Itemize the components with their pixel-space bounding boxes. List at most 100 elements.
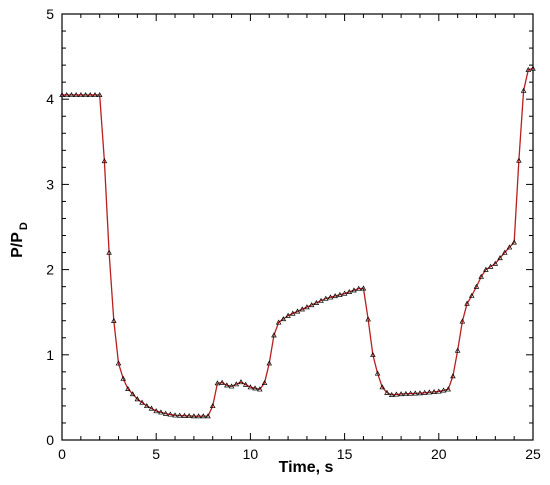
- data-point-marker: [398, 391, 404, 397]
- y-tick-label: 4: [46, 91, 54, 107]
- data-point-marker: [445, 386, 452, 392]
- series-layer: [59, 65, 536, 419]
- data-point-marker: [388, 391, 395, 397]
- data-point-marker: [516, 157, 522, 163]
- data-point-marker: [407, 390, 414, 396]
- axis-ticks: [61, 13, 534, 441]
- data-point-marker: [219, 379, 225, 385]
- data-point-marker: [214, 380, 221, 386]
- series-line: [62, 67, 534, 417]
- data-point-marker: [379, 384, 386, 390]
- data-point-marker: [82, 92, 89, 98]
- data-point-marker: [158, 409, 164, 415]
- data-point-marker: [209, 402, 216, 409]
- data-point-marker: [393, 391, 400, 397]
- data-point-marker: [106, 249, 112, 255]
- data-point-marker: [327, 294, 334, 300]
- data-point-marker: [459, 318, 466, 324]
- data-point-marker: [261, 379, 268, 386]
- data-point-marker: [473, 283, 480, 289]
- data-point-marker: [252, 385, 258, 391]
- data-point-marker: [440, 387, 447, 393]
- data-point-marker: [63, 92, 70, 98]
- data-point-marker: [332, 293, 338, 299]
- data-point-marker: [450, 373, 456, 379]
- data-point-marker: [412, 390, 419, 396]
- data-point-marker: [501, 249, 508, 255]
- data-point-marker: [351, 287, 357, 293]
- data-point-marker: [322, 295, 329, 301]
- data-point-marker: [73, 92, 79, 98]
- data-point-marker: [421, 389, 428, 395]
- data-point-marker: [134, 396, 141, 402]
- data-point-marker: [436, 388, 442, 394]
- data-point-marker: [497, 255, 503, 261]
- data-point-marker: [238, 379, 244, 385]
- data-point-marker: [313, 299, 320, 305]
- y-tick-label: 3: [46, 176, 54, 192]
- data-point-marker: [176, 412, 183, 418]
- x-tick-label: 25: [525, 446, 541, 462]
- data-point-marker: [266, 360, 273, 366]
- data-point-marker: [195, 413, 202, 419]
- data-point-marker: [125, 385, 131, 391]
- data-point-marker: [101, 158, 108, 164]
- y-axis-title-main: P/P: [9, 232, 26, 258]
- data-point-marker: [346, 288, 353, 294]
- data-point-marker: [374, 370, 381, 376]
- data-point-marker: [403, 390, 409, 396]
- plot-border: [61, 13, 534, 441]
- data-point-marker: [153, 408, 159, 414]
- data-point-marker: [289, 310, 296, 316]
- plot-frame: [61, 13, 534, 441]
- data-point-marker: [308, 302, 315, 308]
- data-point-marker: [96, 92, 103, 98]
- y-tick-label: 0: [46, 432, 54, 448]
- data-point-marker: [478, 273, 484, 279]
- data-point-marker: [233, 381, 240, 387]
- data-point-marker: [341, 290, 348, 296]
- data-point-marker: [181, 412, 188, 418]
- y-tick-label: 1: [46, 347, 54, 363]
- data-point-marker: [247, 384, 254, 390]
- data-point-marker: [228, 383, 235, 389]
- svg-text:P/PD: P/P D: [9, 222, 30, 258]
- x-tick-label: 20: [431, 446, 447, 462]
- data-point-marker: [299, 306, 306, 312]
- data-point-marker: [304, 304, 310, 310]
- data-point-marker: [365, 316, 371, 322]
- data-point-marker: [370, 351, 376, 357]
- tick-labels: 0 5 10 15 20 25 0 1 2 3 4 5: [46, 6, 541, 462]
- data-point-marker: [454, 347, 461, 353]
- data-point-marker: [525, 66, 532, 72]
- data-point-marker: [285, 312, 291, 318]
- data-point-marker: [487, 263, 494, 269]
- data-point-marker: [205, 413, 211, 419]
- data-point-marker: [520, 87, 527, 93]
- data-point-marker: [92, 92, 98, 98]
- data-point-marker: [115, 360, 122, 366]
- data-point-marker: [280, 316, 287, 322]
- y-axis-title-subscript: D: [18, 222, 30, 230]
- data-point-marker: [111, 317, 117, 323]
- data-point-marker: [337, 291, 343, 297]
- data-point-marker: [242, 381, 249, 387]
- data-point-marker: [162, 410, 169, 416]
- data-point-marker: [129, 391, 136, 397]
- x-tick-label: 0: [58, 446, 66, 462]
- data-point-marker: [271, 332, 277, 338]
- data-point-marker: [431, 388, 437, 394]
- y-tick-label: 5: [46, 6, 54, 22]
- data-point-marker: [417, 390, 423, 396]
- data-point-marker: [139, 399, 145, 405]
- data-point-marker: [483, 266, 489, 272]
- x-tick-label: 5: [152, 446, 160, 462]
- x-tick-label: 15: [337, 446, 353, 462]
- x-axis-title: Time, s: [279, 459, 334, 476]
- data-point-marker: [294, 308, 301, 314]
- data-point-marker: [355, 285, 362, 291]
- data-point-marker: [360, 285, 367, 291]
- data-point-marker: [68, 92, 75, 98]
- data-point-marker: [143, 402, 150, 409]
- y-axis-title: P/P D: [9, 222, 30, 258]
